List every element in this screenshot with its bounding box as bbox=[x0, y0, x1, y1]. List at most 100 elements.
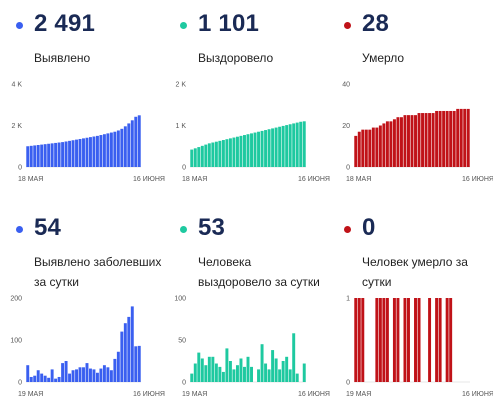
chart-2-bar bbox=[407, 115, 410, 167]
chart-4-x-tick-label: 16 ИЮНЯ bbox=[298, 391, 330, 398]
chart-1-x-tick-label: 18 МАЯ bbox=[182, 176, 207, 183]
chart-3-y-tick-label: 200 bbox=[10, 296, 22, 303]
chart-3-bar bbox=[134, 346, 138, 382]
chart-2-y-tick-label: 40 bbox=[342, 82, 350, 89]
chart-4-bar bbox=[235, 365, 239, 382]
chart-4-bar bbox=[281, 361, 285, 382]
chart-5-bar bbox=[354, 298, 358, 382]
chart-5-bar bbox=[385, 298, 389, 382]
chart-3-bar bbox=[33, 375, 37, 382]
chart-0-bar bbox=[71, 140, 75, 167]
chart-5-bar bbox=[417, 298, 421, 382]
chart-3-y-tick-label: 0 bbox=[18, 380, 22, 387]
chart-3-bar bbox=[75, 369, 78, 382]
chart-1-bar bbox=[267, 129, 271, 167]
chart-3-bar bbox=[106, 367, 110, 382]
chart-0-bar bbox=[64, 141, 68, 167]
chart-1-bar bbox=[243, 135, 246, 167]
chart-2-bar bbox=[424, 113, 428, 167]
chart-1-bar bbox=[295, 122, 299, 167]
chart-1-bar bbox=[274, 127, 278, 167]
chart-0-bar bbox=[116, 130, 120, 167]
chart-0-bar bbox=[134, 116, 138, 167]
chart-1-bar bbox=[257, 131, 261, 167]
chart-3-bar bbox=[113, 358, 117, 382]
chart-1-bar bbox=[271, 128, 275, 167]
chart-2-x-tick-label: 16 ИЮНЯ bbox=[462, 176, 493, 183]
chart-1-y-tick-label: 1 K bbox=[175, 123, 186, 130]
chart-2-bar bbox=[449, 110, 453, 167]
chart-0-bar bbox=[137, 115, 141, 167]
chart-4-bar bbox=[257, 369, 261, 382]
chart-5-x-tick-label: 16 ИЮНЯ bbox=[462, 391, 493, 398]
chart-4-bar bbox=[225, 348, 229, 382]
chart-3-bar bbox=[89, 368, 92, 382]
green-dot-icon bbox=[180, 226, 187, 233]
chart-1-bar bbox=[225, 139, 229, 167]
daily-recovered-label: Человека выздоровело за сутки bbox=[198, 255, 320, 289]
chart-2-bar bbox=[428, 113, 432, 167]
chart-3-bar bbox=[29, 376, 33, 382]
chart-1-bar bbox=[207, 143, 211, 167]
chart-2-bar bbox=[466, 108, 470, 167]
chart-0-bar bbox=[85, 137, 89, 167]
total-detected-label: Выявлено bbox=[34, 51, 91, 65]
total-detected-value: 2 491 bbox=[34, 10, 96, 37]
chart-0-bar bbox=[82, 138, 85, 167]
total-deaths-value: 28 bbox=[362, 10, 390, 37]
chart-1-bar bbox=[302, 121, 306, 167]
chart-2-bar bbox=[357, 131, 361, 167]
chart-3-bar bbox=[99, 368, 103, 382]
daily-detected-label: Выявлено заболевших за сутки bbox=[34, 255, 162, 289]
chart-5-bar bbox=[449, 298, 453, 382]
chart-0-bar bbox=[120, 128, 124, 167]
chart-4-bar bbox=[292, 333, 296, 382]
chart-2-bar bbox=[392, 119, 396, 167]
chart-1-bar bbox=[246, 134, 250, 167]
chart-3-bar bbox=[43, 375, 47, 382]
chart-4-bar bbox=[193, 363, 197, 382]
chart-3-bar bbox=[120, 331, 124, 382]
chart-1-bar bbox=[204, 144, 208, 167]
chart-3-bar bbox=[137, 345, 141, 382]
chart-3-bar bbox=[68, 373, 72, 382]
total-recovered-value: 1 101 bbox=[198, 10, 260, 37]
chart-4-bar bbox=[278, 369, 282, 382]
chart-4-y-tick-label: 50 bbox=[178, 338, 186, 345]
chart-1-bar bbox=[221, 140, 225, 167]
chart-2-bar bbox=[445, 110, 449, 167]
chart-2-bar bbox=[431, 113, 435, 167]
chart-5-bar bbox=[392, 298, 396, 382]
chart-2-bar bbox=[442, 110, 446, 167]
chart-1-x-tick-label: 16 ИЮНЯ bbox=[298, 176, 330, 183]
chart-0-bar bbox=[78, 138, 82, 167]
chart-2-x-tick-label: 18 МАЯ bbox=[346, 176, 371, 183]
chart-0-bar bbox=[57, 142, 61, 167]
chart-0-bar bbox=[68, 140, 72, 167]
chart-0-y-tick-label: 2 K bbox=[11, 123, 22, 130]
chart-3-bar bbox=[82, 367, 85, 382]
chart-3-bar bbox=[40, 373, 44, 382]
chart-4-bar bbox=[190, 373, 194, 382]
chart-4-bar bbox=[260, 344, 264, 382]
chart-4-bar bbox=[200, 358, 204, 382]
chart-2-bar bbox=[414, 115, 417, 167]
chart-0-bar bbox=[102, 134, 106, 167]
chart-5-bar bbox=[357, 298, 361, 382]
chart-4-bar bbox=[218, 366, 222, 382]
chart-5-bar bbox=[375, 298, 379, 382]
chart-5-bar bbox=[361, 298, 365, 382]
chart-2-bar bbox=[354, 135, 358, 167]
chart-2-bar bbox=[399, 117, 403, 167]
chart-3-bar bbox=[130, 306, 134, 382]
chart-3-bar bbox=[71, 370, 75, 382]
chart-3-bar bbox=[102, 365, 106, 382]
chart-4-bar bbox=[214, 363, 218, 382]
chart-0-bar bbox=[61, 142, 65, 167]
chart-3-bar bbox=[64, 361, 68, 382]
chart-5-bar bbox=[414, 298, 417, 382]
chart-0-x-tick-label: 18 МАЯ bbox=[18, 176, 43, 183]
chart-0-bar bbox=[26, 146, 30, 167]
daily-detected-value: 54 bbox=[34, 214, 62, 241]
chart-3-bar bbox=[92, 369, 96, 382]
